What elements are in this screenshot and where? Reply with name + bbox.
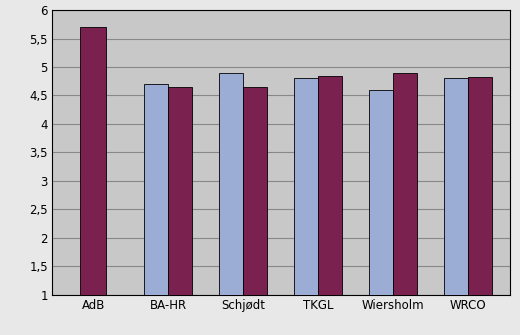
Bar — [444, 78, 469, 295]
Bar — [243, 87, 267, 295]
Bar — [469, 77, 492, 295]
Bar — [318, 76, 342, 295]
Bar — [369, 90, 393, 295]
Bar — [144, 84, 168, 295]
Bar — [168, 87, 192, 295]
Bar — [80, 27, 107, 295]
Bar — [393, 73, 418, 295]
Bar — [219, 73, 243, 295]
Bar — [294, 78, 318, 295]
